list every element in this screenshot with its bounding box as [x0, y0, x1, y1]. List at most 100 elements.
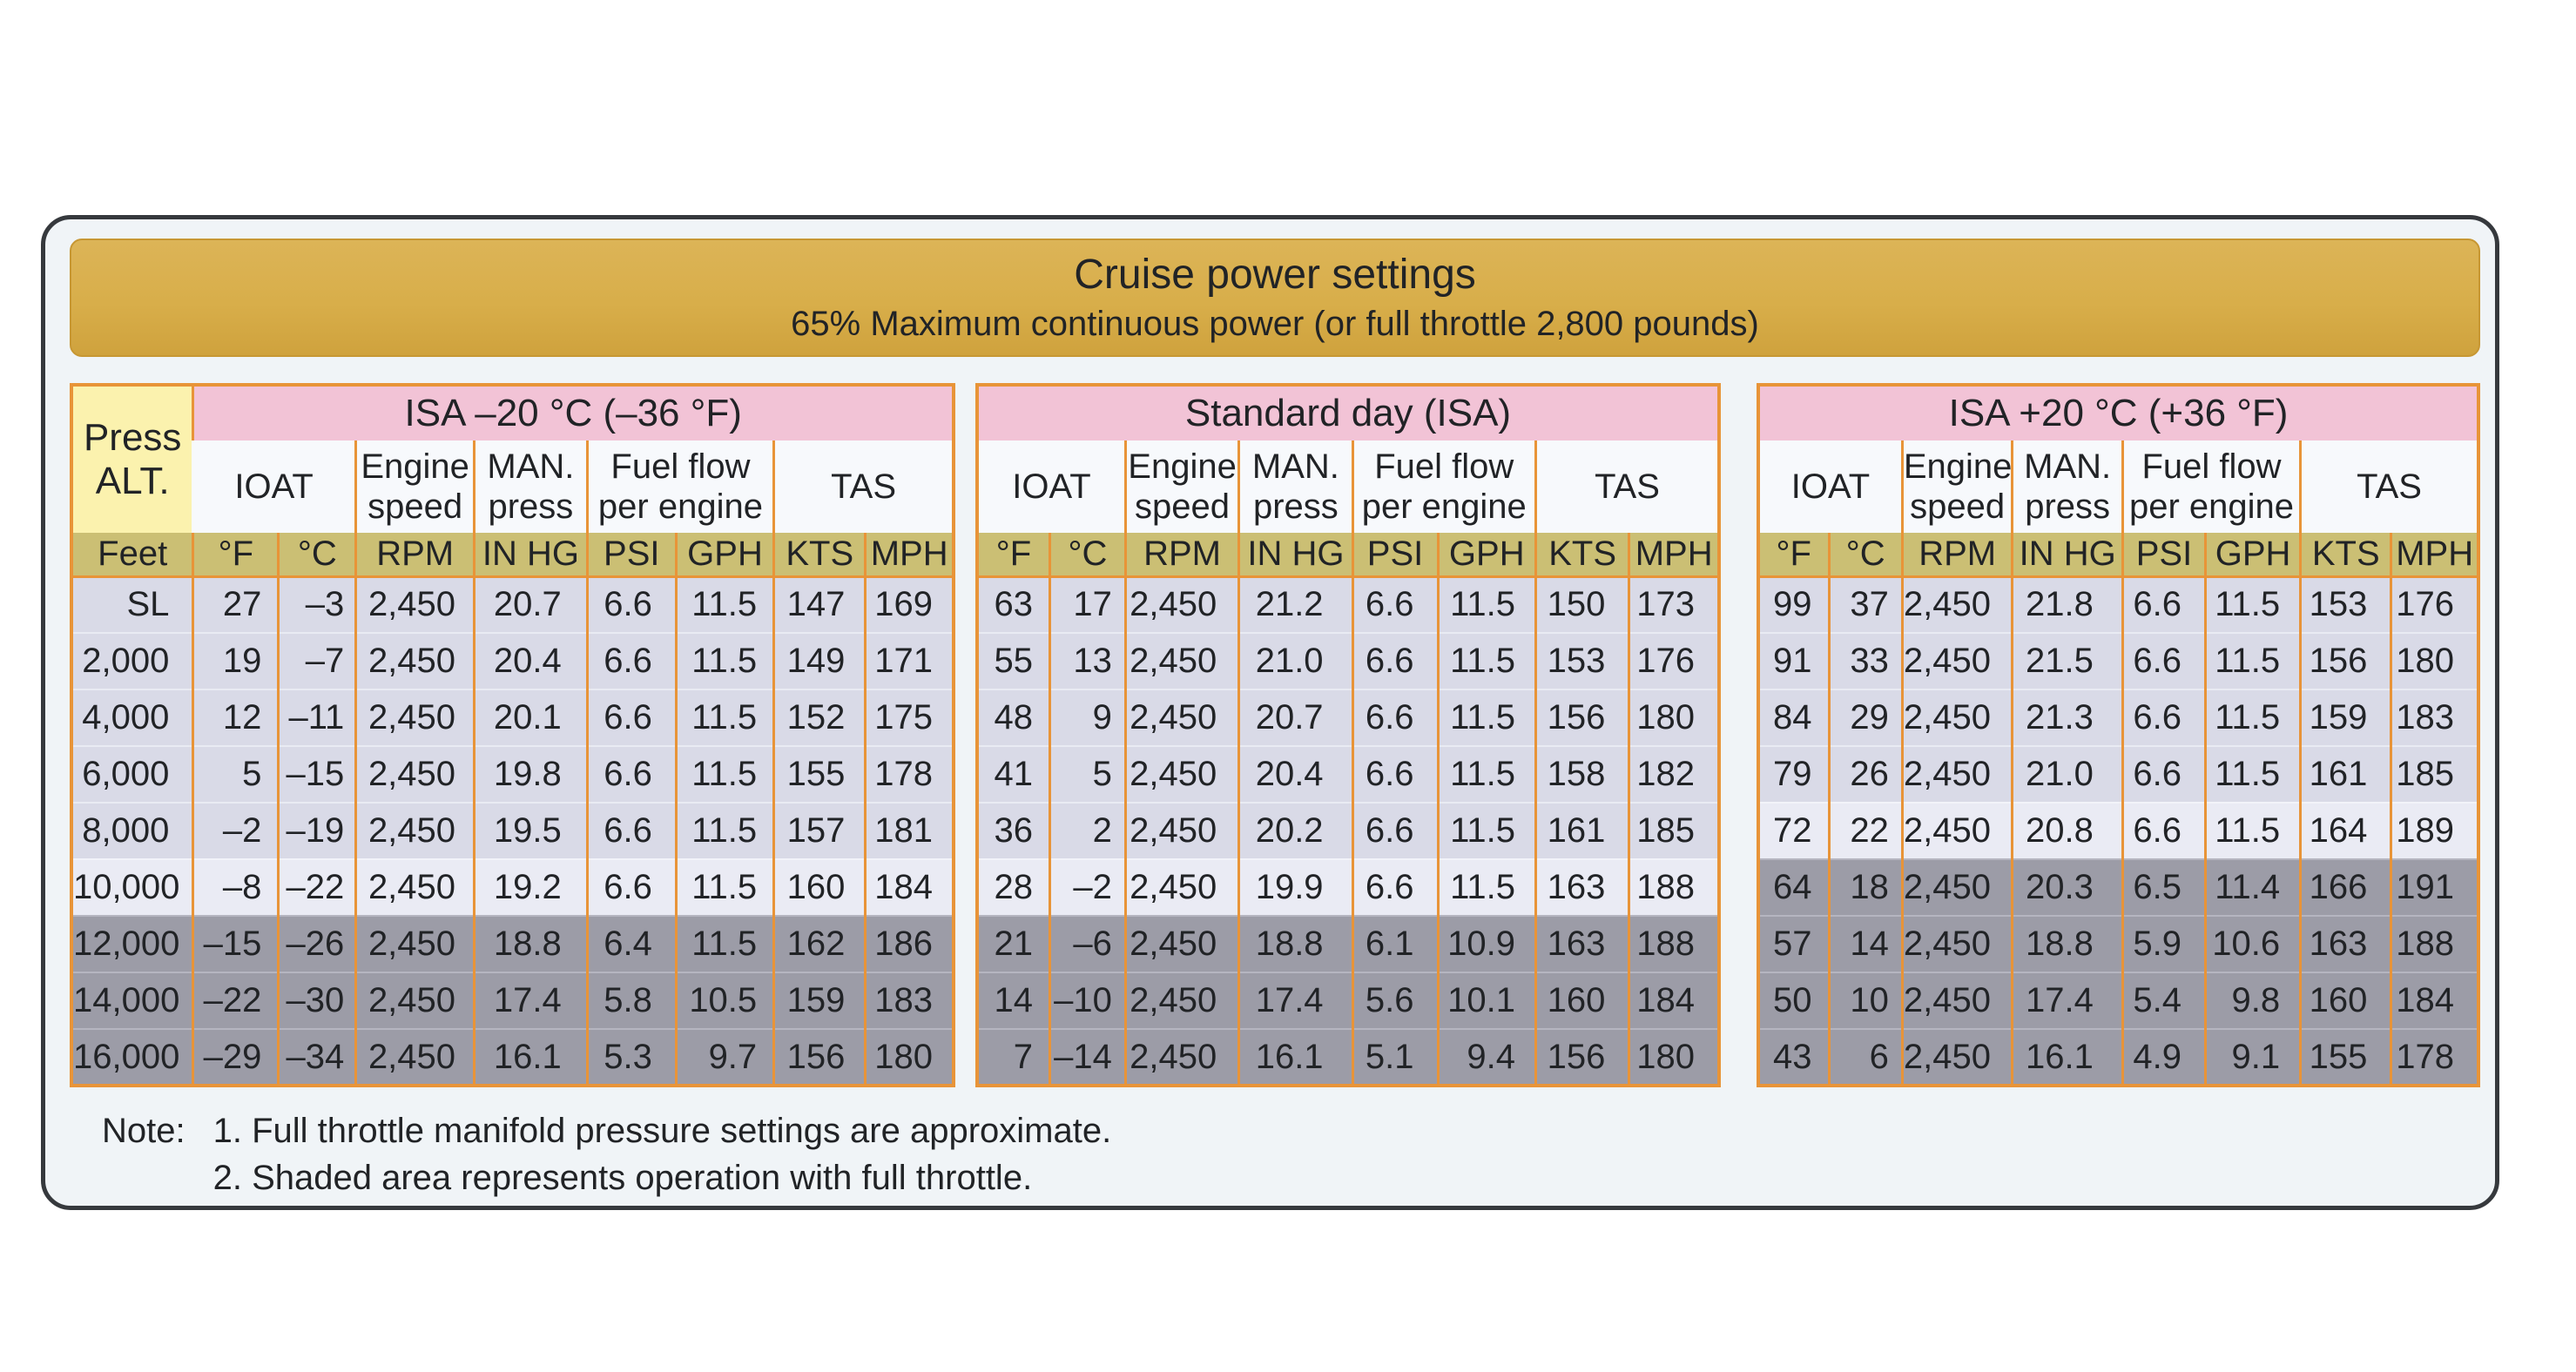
table-cell: 64 [1758, 858, 1830, 916]
table-row: 28 –2 2,450 19.9 6.6 11.5 163 188 [977, 858, 1719, 916]
table-cell: 191 [2390, 858, 2478, 916]
table-cell: 173 [1628, 576, 1719, 633]
table-cell: SL [71, 576, 193, 633]
cruise-table-isa-minus-20: Press ALT. ISA –20 °C (–36 °F) IOAT Engi… [70, 383, 955, 1087]
table-cell: –2 [192, 802, 279, 859]
table-cell: 160 [772, 858, 866, 916]
table-cell: 20.1 [473, 689, 588, 746]
table-cell: 2,450 [1123, 745, 1239, 803]
table-cell: 2,450 [1900, 632, 2013, 689]
table-cell: 29 [1827, 689, 1903, 746]
table-cell: –2 [1048, 858, 1126, 916]
table-cell: 11.5 [674, 632, 774, 689]
table-cell: 11.5 [674, 576, 774, 633]
table-cell: 18.8 [473, 915, 588, 972]
unit-f: °F [977, 533, 1050, 578]
table-cell: 20.4 [1237, 745, 1353, 803]
table-cell: –19 [277, 802, 356, 859]
man-press-header: MAN. press [2011, 441, 2123, 533]
table-cell: 185 [2390, 745, 2478, 803]
table-cell: 33 [1827, 632, 1903, 689]
table-row: 14 –10 2,450 17.4 5.6 10.1 160 184 [977, 972, 1719, 1029]
table-cell: 183 [864, 972, 954, 1029]
table-cell: 11.5 [674, 802, 774, 859]
unit-gph: GPH [1436, 533, 1536, 578]
fuel-flow-header: Fuel flow per engine [2121, 441, 2301, 533]
table-cell: 16.1 [2011, 1028, 2123, 1086]
table-cell: 21.0 [1237, 632, 1353, 689]
table-cell: 11.5 [1436, 802, 1536, 859]
table-cell: 2,450 [1900, 745, 2013, 803]
footnote-item-2: 2. Shaded area represents operation with… [212, 1159, 1033, 1197]
table-cell: 6.6 [2121, 632, 2206, 689]
table-cell: 17.4 [473, 972, 588, 1029]
table-cell: 6.6 [1351, 689, 1439, 746]
table-cell: 11.5 [2203, 745, 2301, 803]
table-row: 43 6 2,450 16.1 4.9 9.1 155 178 [1758, 1028, 2478, 1086]
table-cell: 2,450 [1900, 1028, 2013, 1086]
unit-f: °F [1758, 533, 1830, 578]
table-cell: 6.6 [1351, 632, 1439, 689]
table-cell: 18.8 [2011, 915, 2123, 972]
tas-header: TAS [1534, 441, 1719, 533]
table-cell: 171 [864, 632, 954, 689]
table-cell: 2,000 [71, 632, 193, 689]
table-cell: 11.5 [1436, 576, 1536, 633]
table-row: 8,000 –2 –19 2,450 19.5 6.6 11.5 157 181 [71, 802, 954, 859]
page-subtitle: 65% Maximum continuous power (or full th… [791, 305, 1759, 343]
table-cell: 48 [977, 689, 1050, 746]
table-cell: 6.6 [1351, 745, 1439, 803]
ioat-header: IOAT [192, 441, 356, 533]
table-cell: 10.9 [1436, 915, 1536, 972]
table-row: 57 14 2,450 18.8 5.9 10.6 163 188 [1758, 915, 2478, 972]
table-cell: 16,000 [71, 1028, 193, 1086]
table-cell: 37 [1827, 576, 1903, 633]
table-cell: 2,450 [354, 858, 475, 916]
table-cell: 160 [2299, 972, 2391, 1029]
table-cell: 164 [2299, 802, 2391, 859]
table-cell: 17 [1048, 576, 1126, 633]
table-cell: 10 [1827, 972, 1903, 1029]
table-cell: 2,450 [354, 802, 475, 859]
table-cell: 5 [192, 745, 279, 803]
table-cell: 11.5 [674, 915, 774, 972]
table-cell: 161 [2299, 745, 2391, 803]
table-cell: 22 [1827, 802, 1903, 859]
unit-mph: MPH [864, 533, 954, 578]
unit-rpm: RPM [1900, 533, 2013, 578]
cruise-table-isa-plus-20: ISA +20 °C (+36 °F) IOAT Engine speed MA… [1757, 383, 2480, 1087]
table-cell: 36 [977, 802, 1050, 859]
table-cell: 9.7 [674, 1028, 774, 1086]
table-cell: 184 [1628, 972, 1719, 1029]
table-cell: 5.4 [2121, 972, 2206, 1029]
section-header-standard-day: Standard day (ISA) [977, 385, 1719, 441]
table-cell: 156 [2299, 632, 2391, 689]
table-cell: 84 [1758, 689, 1830, 746]
table-row: 10,000 –8 –22 2,450 19.2 6.6 11.5 160 184 [71, 858, 954, 916]
table-cell: 18 [1827, 858, 1903, 916]
table-cell: 72 [1758, 802, 1830, 859]
table-cell: 160 [1534, 972, 1629, 1029]
table-cell: 158 [1534, 745, 1629, 803]
table-cell: 2,450 [354, 632, 475, 689]
table-cell: 5 [1048, 745, 1126, 803]
table-cell: 156 [1534, 689, 1629, 746]
unit-inhg: IN HG [1237, 533, 1353, 578]
table-cell: 175 [864, 689, 954, 746]
table-cell: –30 [277, 972, 356, 1029]
table-cell: 19 [192, 632, 279, 689]
unit-rpm: RPM [354, 533, 475, 578]
table-row: 2,000 19 –7 2,450 20.4 6.6 11.5 149 171 [71, 632, 954, 689]
table-cell: 11.5 [2203, 632, 2301, 689]
unit-inhg: IN HG [2011, 533, 2123, 578]
table-cell: 16.1 [473, 1028, 588, 1086]
table-cell: 20.7 [1237, 689, 1353, 746]
figure-frame: Cruise power settings 65% Maximum contin… [41, 215, 2499, 1210]
table-row: 72 22 2,450 20.8 6.6 11.5 164 189 [1758, 802, 2478, 859]
table-cell: 6.6 [585, 858, 677, 916]
table-row: 4,000 12 –11 2,450 20.1 6.6 11.5 152 175 [71, 689, 954, 746]
unit-c: °C [1048, 533, 1126, 578]
table-cell: –34 [277, 1028, 356, 1086]
table-cell: –3 [277, 576, 356, 633]
table-cell: 6.6 [585, 745, 677, 803]
